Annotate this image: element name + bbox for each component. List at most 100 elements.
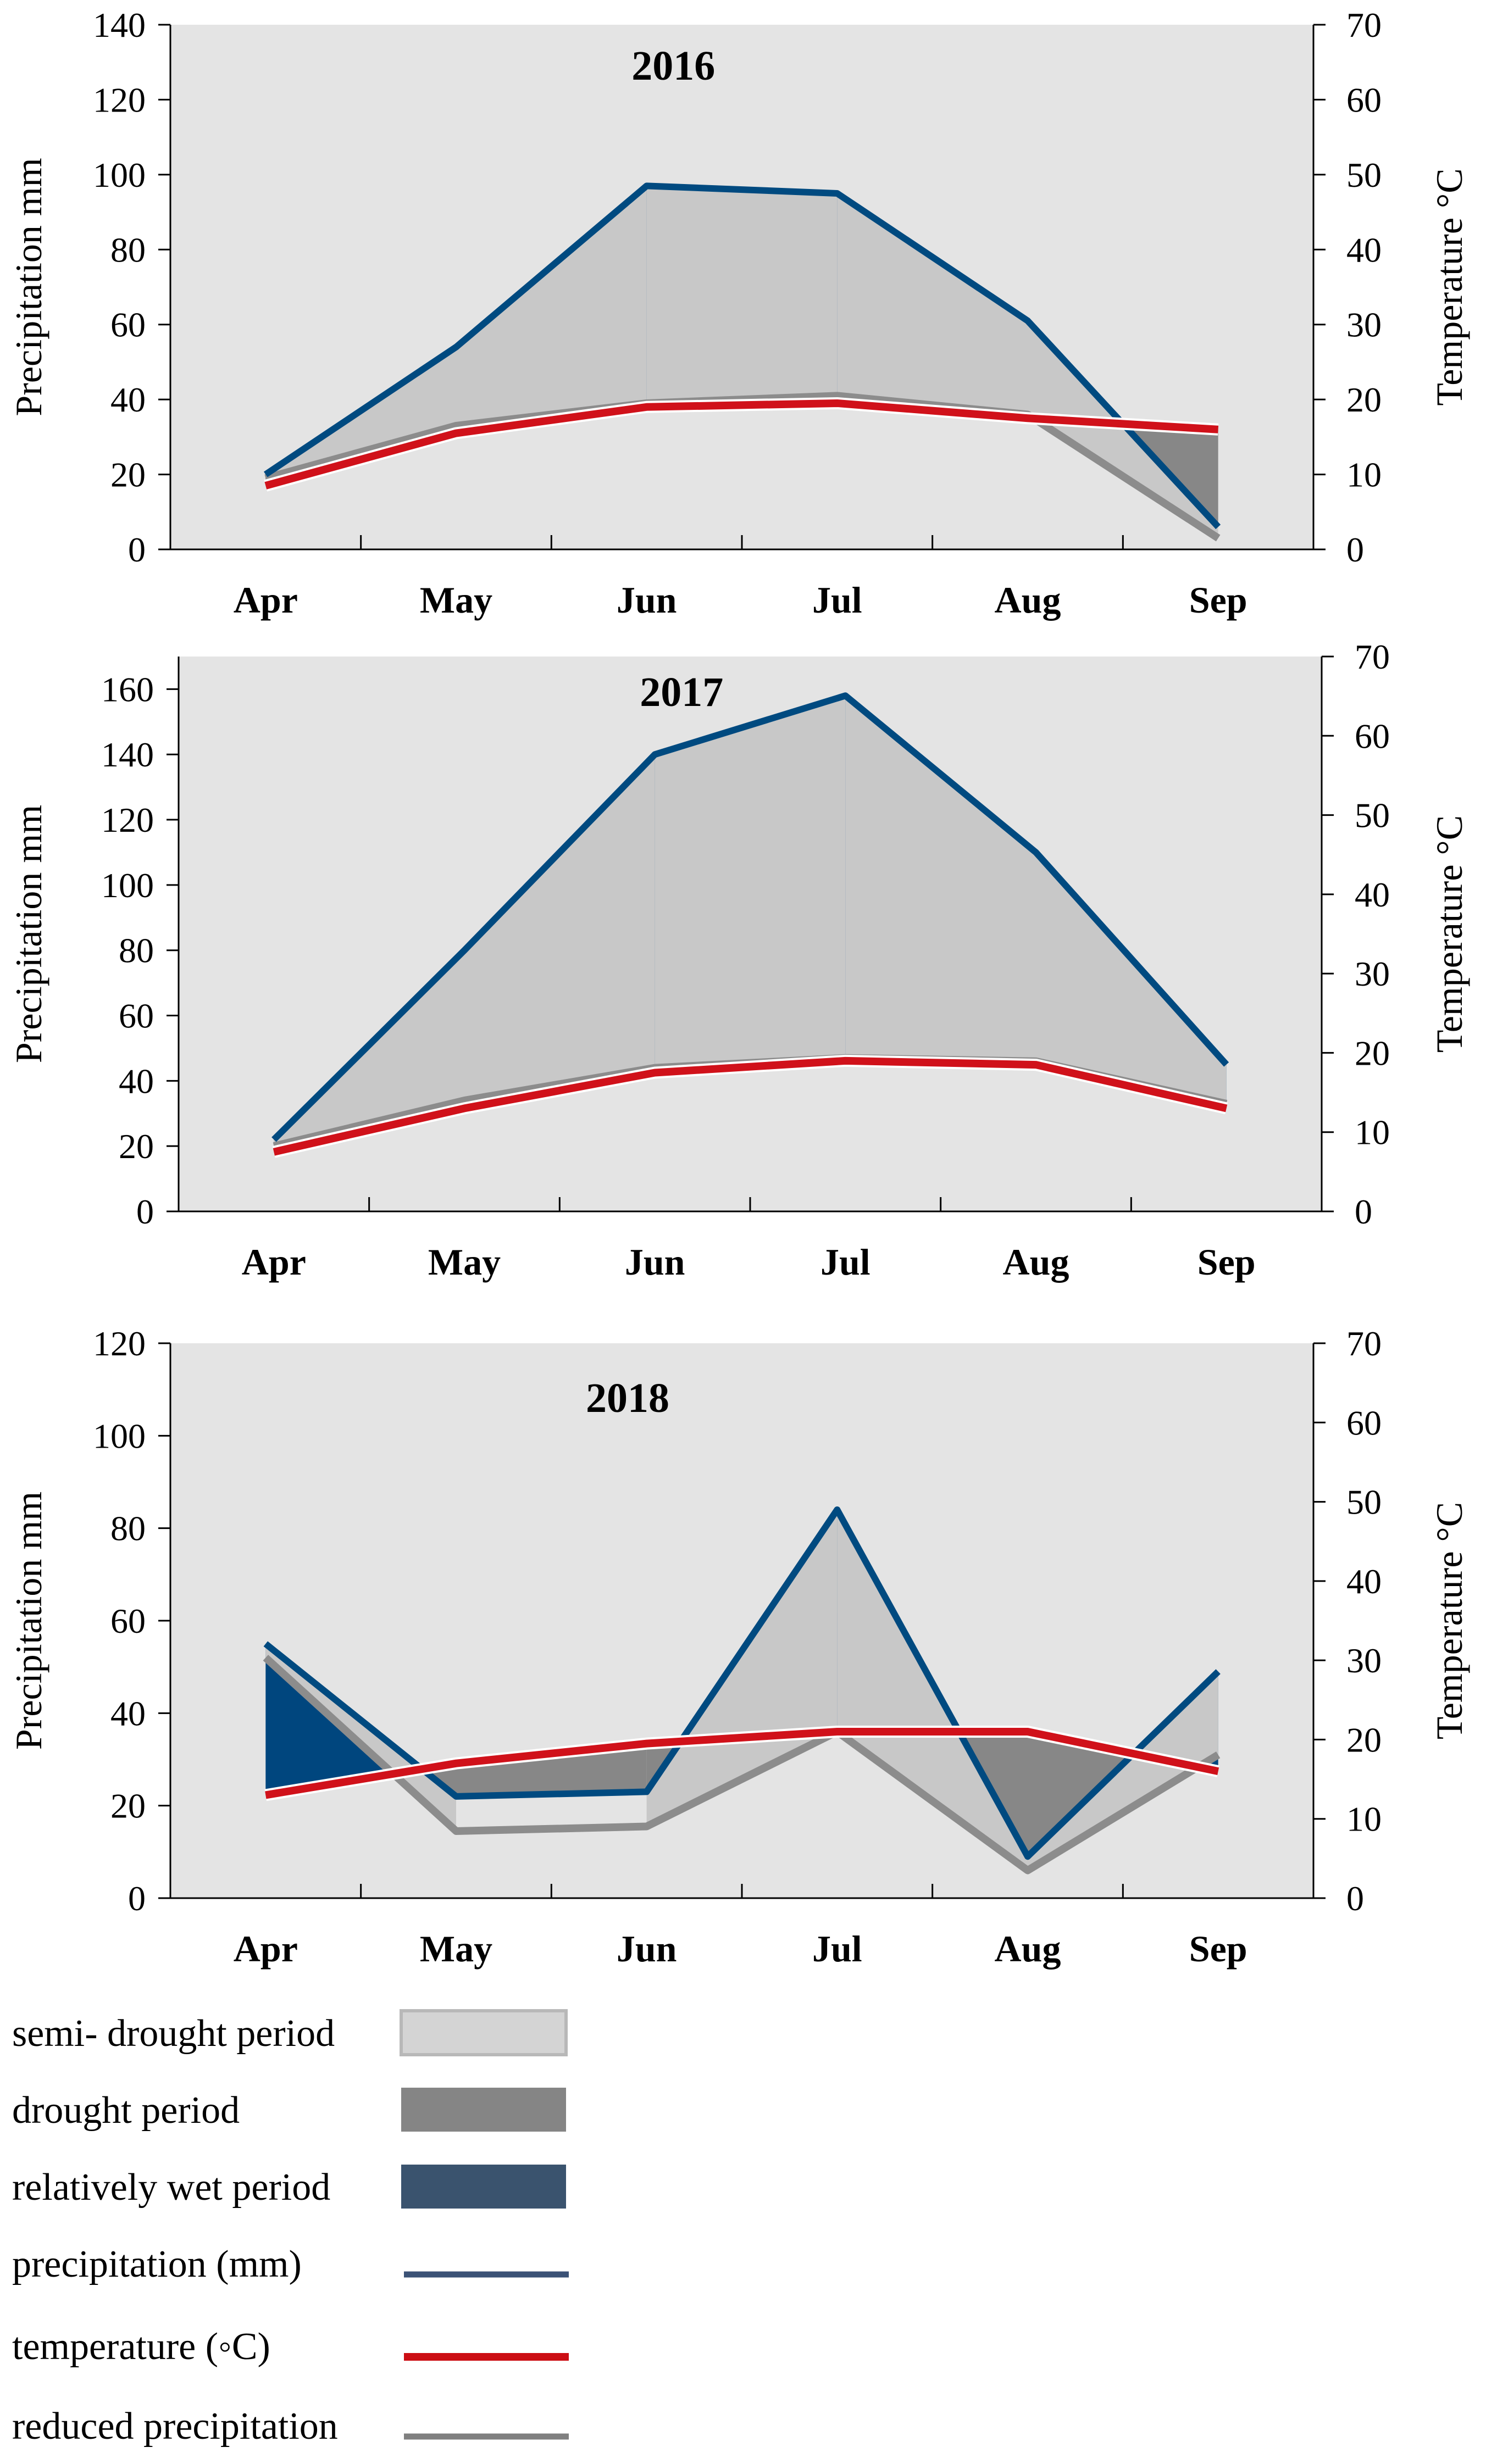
left-tick-label: 100 [101,866,154,905]
semi-drought-period-area [837,193,1028,415]
left-tick-label: 60 [110,1601,146,1640]
semi-drought-period-area [464,754,655,1100]
month-label: Aug [995,1928,1061,1970]
left-tick-label: 20 [119,1127,154,1166]
left-tick-label: 120 [93,1324,146,1363]
legend-item: semi- drought period [12,2009,568,2056]
left-tick-label: 60 [110,305,146,344]
right-tick-label: 50 [1346,1483,1382,1522]
right-tick-label: 50 [1346,155,1382,194]
legend-label: temperature (◦C) [12,2326,270,2368]
left-tick-label: 0 [136,1192,154,1231]
chart-title: 2017 [640,669,723,715]
left-tick-label: 60 [119,997,154,1036]
left-tick-label: 140 [93,5,146,45]
legend-swatch [401,2165,566,2209]
right-tick-label: 40 [1346,230,1382,269]
precipitation-line [271,692,1229,1142]
month-label: Jun [617,579,677,621]
left-tick-label: 120 [101,800,154,839]
left-tick-label: 40 [110,380,146,419]
right-tick-label: 30 [1346,305,1382,344]
right-tick-label: 0 [1355,1192,1372,1231]
right-tick-label: 60 [1355,716,1390,755]
semi-drought-period-area [456,186,647,426]
right-tick-label: 0 [1346,530,1364,569]
legend-label: reduced precipitation [12,2405,338,2448]
left-tick-label: 100 [93,155,146,194]
plot-area [170,1343,1313,1898]
chart-title: 2018 [586,1375,669,1421]
legend-item: reduced precipitation [12,2405,569,2448]
right-tick-label: 30 [1346,1641,1382,1680]
left-tick-label: 140 [101,735,154,774]
month-label: Jun [625,1241,685,1283]
right-tick-label: 40 [1346,1562,1382,1601]
month-label: Jun [617,1928,677,1970]
precipitation-line [263,182,1221,530]
right-tick-label: 70 [1346,1324,1382,1363]
legend-item: precipitation (mm) [12,2243,569,2285]
left-tick-label: 40 [119,1061,154,1100]
y-axis-title: Precipitation mm [8,805,49,1063]
month-label: Aug [995,579,1061,621]
left-tick-label: 20 [110,455,146,494]
left-tick-label: 0 [128,1879,146,1918]
month-label: Sep [1189,1928,1247,1970]
right-tick-label: 10 [1346,455,1382,494]
legend-label: relatively wet period [12,2166,330,2209]
semi-drought-period-area [655,696,846,1068]
y2-axis-title: Temperature °C [1428,815,1470,1053]
right-tick-label: 0 [1346,1879,1364,1918]
legend-swatch [400,2009,568,2056]
y2-axis-title: Temperature °C [1428,1502,1470,1739]
month-label: Aug [1003,1241,1069,1283]
right-tick-label: 10 [1346,1800,1382,1839]
drought-period-area [456,1743,647,1796]
legend-item: temperature (◦C) [12,2326,569,2368]
semi-drought-period-area [845,696,1036,1061]
semi-drought-period-area [646,186,838,403]
left-tick-label: 40 [110,1694,146,1733]
right-tick-label: 60 [1346,1403,1382,1442]
legend-label: drought period [12,2089,240,2132]
month-label: Apr [234,1928,298,1970]
right-tick-label: 70 [1355,637,1390,676]
legend-label: precipitation (mm) [12,2243,302,2285]
y2-axis-title: Temperature °C [1428,168,1470,405]
right-tick-label: 10 [1355,1113,1390,1152]
y-axis-title: Precipitation mm [8,1492,49,1750]
left-tick-label: 0 [128,530,146,569]
right-tick-label: 60 [1346,80,1382,119]
month-label: May [420,1928,492,1970]
right-tick-label: 70 [1346,5,1382,45]
right-tick-label: 20 [1346,1720,1382,1759]
semi-drought-period-area [646,1510,838,1827]
right-tick-label: 50 [1355,796,1390,835]
month-label: Sep [1189,579,1247,621]
chart-panel-2017: 0 20 40 60 80 100 120 140 160 0 10 20 30 40 50 60 70 Apr M… [8,637,1470,1283]
legend-label: semi- drought period [12,2012,335,2055]
month-label: Apr [234,579,298,621]
temperature-line [265,1728,1219,1799]
reduced-precipitation-line [263,1655,1221,1875]
legend-swatch [401,2088,566,2132]
legend-item: relatively wet period [12,2165,566,2209]
semi-drought-period-area [1036,852,1227,1104]
left-tick-label: 120 [93,80,146,119]
month-label: May [420,579,492,621]
month-label: Jul [820,1241,870,1283]
right-tick-label: 20 [1355,1033,1390,1072]
legend-item: drought period [12,2088,566,2132]
left-tick-label: 20 [110,1787,146,1826]
left-tick-label: 100 [93,1416,146,1455]
temperature-line [264,399,1219,490]
chart-panel-2018: 0 20 40 60 80 100 120 0 10 20 30 40 50 60 70 Apr May Jun J… [8,1324,1470,1970]
temperature-line [273,1056,1228,1156]
month-label: Sep [1197,1241,1256,1283]
left-tick-label: 160 [101,670,154,709]
left-tick-label: 80 [110,230,146,269]
y-axis-title: Precipitation mm [8,158,49,416]
